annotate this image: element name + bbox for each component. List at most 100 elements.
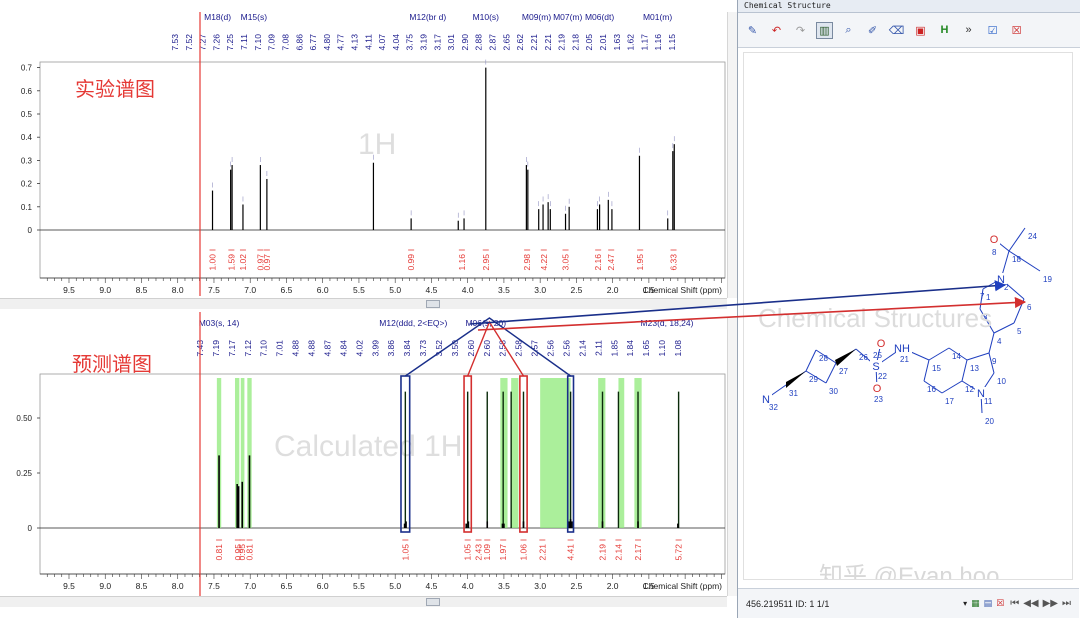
fit-icon[interactable]: ▣	[915, 24, 926, 37]
svg-text:4.87: 4.87	[322, 340, 332, 357]
experimental-spectrum-chart[interactable]: 0.7 0.6 0.5 0.4 0.3 0.2 0.1 0 9.5 9.0 8.5 8.0 7.5 7.0…	[0, 0, 737, 312]
calculated-scroll-thumb[interactable]	[426, 598, 440, 606]
multiplet-label: M09(m)	[522, 12, 551, 22]
close-icon[interactable]: ☒	[1011, 24, 1022, 37]
prev-icon[interactable]: ◀◀	[1023, 598, 1039, 609]
eraser-icon[interactable]: ⌫	[888, 24, 905, 37]
experimental-horizontal-scrollbar[interactable]	[0, 298, 727, 309]
x-tick-label: 4.5	[426, 285, 438, 295]
peak-shift-label: 4.84	[338, 340, 348, 357]
x-tick-label: 2.5	[570, 285, 582, 295]
y-tick-label: 0.6	[21, 87, 33, 96]
pen-icon[interactable]: ✐	[867, 24, 878, 37]
check-icon[interactable]: ☑	[987, 24, 998, 37]
svg-text:0.97: 0.97	[262, 254, 272, 271]
svg-text:2.17: 2.17	[633, 544, 643, 561]
svg-text:4.80: 4.80	[322, 34, 332, 51]
first-icon[interactable]: ⏮	[1010, 598, 1020, 609]
last-icon[interactable]: ⏭	[1062, 598, 1071, 609]
redo-icon[interactable]: ↷	[795, 24, 806, 37]
chart-icon[interactable]: ▥	[816, 21, 833, 39]
calculated-vertical-scrollbar[interactable]	[727, 318, 737, 596]
svg-text:4.04: 4.04	[391, 34, 401, 51]
atom-number: 25	[873, 351, 882, 360]
peak-shift-label: 1.15	[667, 34, 677, 51]
svg-text:0.95: 0.95	[237, 544, 247, 561]
bond	[948, 347, 968, 361]
experimental-spectrum-pane[interactable]: 0.7 0.6 0.5 0.4 0.3 0.2 0.1 0 9.5 9.0 8.5 8.0 7.5 7.0…	[0, 0, 737, 312]
svg-text:3.99: 3.99	[370, 340, 380, 357]
svg-text:2.56: 2.56	[546, 340, 556, 357]
svg-text:1.16: 1.16	[653, 34, 663, 51]
integral-value: 2.98	[522, 254, 532, 271]
integral-value: 1.95	[635, 254, 645, 271]
atom-number: 2	[1004, 283, 1009, 292]
y-tick-label: 0.7	[21, 64, 33, 73]
svg-text:2.21: 2.21	[529, 34, 539, 51]
peak-shift-label: 2.88	[474, 34, 484, 51]
peak-shift-label: 7.10	[259, 340, 269, 357]
dropdown-icon[interactable]: ▾	[963, 599, 968, 608]
svg-text:7.10: 7.10	[259, 340, 269, 357]
experimental-vertical-scrollbar[interactable]	[727, 12, 737, 298]
calculated-spectrum-pane[interactable]: 0.50 0.25 0 9.5 9.0 8.5 8.0 7.5 7.0 6.5 6.0 5.5 5.0 4…	[0, 312, 737, 618]
y-tick-label: 0.25	[16, 469, 32, 478]
atom-number: 18	[1012, 255, 1021, 264]
integral-value: 0.95	[237, 544, 247, 561]
x-tick-label: 7.5	[208, 581, 220, 591]
peak-shift-label: 2.05	[584, 34, 594, 51]
integral-value: 2.47	[606, 254, 616, 271]
experimental-scroll-thumb[interactable]	[426, 300, 440, 308]
undo-icon[interactable]: ↶	[771, 24, 782, 37]
delete-icon[interactable]: ☒	[996, 598, 1005, 608]
svg-text:2.21: 2.21	[537, 544, 547, 561]
atom-number: 28	[819, 354, 828, 363]
integral-value: 0.81	[214, 544, 224, 561]
svg-text:0.95: 0.95	[233, 544, 243, 561]
x-tick-label: 3.5	[498, 581, 510, 591]
svg-text:0.81: 0.81	[214, 544, 224, 561]
atom-number: 17	[945, 397, 954, 406]
more-icon[interactable]: »	[965, 24, 972, 36]
multiplet-label: M07(m)	[553, 12, 582, 22]
integral-value: 6.33	[669, 254, 679, 271]
zoom-icon[interactable]: ⌕	[845, 23, 852, 36]
calculated-spectrum-chart[interactable]: 0.50 0.25 0 9.5 9.0 8.5 8.0 7.5 7.0 6.5 6.0 5.5 5.0 4…	[0, 312, 737, 618]
peak-shift-label: 2.01	[598, 34, 608, 51]
peak-shift-label: 4.04	[391, 34, 401, 51]
peak-shift-label: 3.50	[450, 340, 460, 357]
peak-shift-label: 4.11	[363, 34, 373, 50]
bond	[825, 362, 837, 384]
integral-value: 1.59	[226, 254, 236, 271]
svg-text:2.62: 2.62	[515, 34, 525, 51]
structure-panel-title: Chemical Structure	[738, 0, 1080, 13]
peak-shift-label: 2.60	[466, 340, 476, 357]
x-tick-label: 8.0	[172, 581, 184, 591]
table-icon[interactable]: ▤	[983, 598, 993, 608]
x-tick-label: 7.0	[244, 285, 256, 295]
structure-canvas[interactable]: Chemical Structures 知乎 @Evan hoo O N NH S O O…	[743, 52, 1073, 580]
calculated-horizontal-scrollbar[interactable]	[0, 596, 727, 607]
atom-number: 32	[769, 403, 778, 412]
atom-number: 26	[859, 353, 868, 362]
atom-number: 20	[985, 417, 994, 426]
peak-shift-label: 7.08	[280, 34, 290, 51]
draw-icon[interactable]: ✎	[747, 24, 758, 37]
svg-text:7.12: 7.12	[243, 340, 253, 357]
svg-text:1.02: 1.02	[238, 254, 248, 271]
multiplet-label: M12(br d)	[409, 12, 446, 22]
hydrogen-icon[interactable]: H	[940, 24, 949, 36]
multiplet-label: M03(s, 14)	[199, 318, 240, 328]
next-icon[interactable]: ▶▶	[1042, 598, 1058, 609]
bond	[941, 380, 963, 394]
svg-text:2.98: 2.98	[522, 254, 532, 271]
x-axis-title: Chemical Shift (ppm)	[643, 581, 723, 591]
y-tick-label: 0.4	[21, 133, 33, 142]
peak-shift-label: 2.11	[593, 340, 603, 356]
grid-icon[interactable]: ▦	[971, 598, 980, 608]
svg-text:2.01: 2.01	[598, 34, 608, 51]
svg-text:4.84: 4.84	[338, 340, 348, 357]
peak-shift-label: 7.17	[227, 340, 237, 357]
svg-text:3.05: 3.05	[561, 254, 571, 271]
